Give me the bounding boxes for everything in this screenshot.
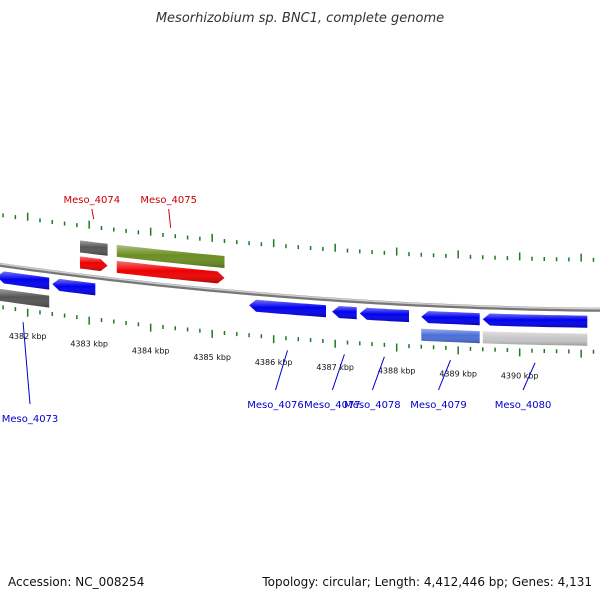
- gene-leader-line: [522, 362, 536, 391]
- position-tick-label: 4389 kbp: [439, 369, 477, 378]
- position-tick-label: 4385 kbp: [193, 353, 231, 362]
- gene-leader-line: [275, 350, 288, 391]
- gene-arrow-shading: [52, 278, 96, 296]
- gene-label: Meso_4073: [2, 414, 59, 425]
- feature-bar-shading: [482, 331, 588, 346]
- position-labels: 4382 kbp 4383 kbp 4384 kbp 4385 kbp 4386 kbp…: [9, 332, 539, 381]
- gene-label: Meso_4077: [304, 400, 361, 411]
- feature-bar-shading: [80, 240, 108, 256]
- gene-leader-line: [91, 208, 95, 220]
- position-tick-label: 4384 kbp: [132, 347, 170, 356]
- accession-text: Accession: NC_008254: [8, 575, 144, 589]
- feature-bar-shading: [421, 328, 480, 344]
- position-tick-label: 4382 kbp: [9, 332, 47, 341]
- feature-bar-shading: [116, 244, 225, 268]
- gene-arrow-shading: [116, 260, 225, 284]
- gene-label: Meso_4076: [247, 400, 304, 411]
- feature-bar-shading: [0, 288, 50, 308]
- outer-tick-ring: [2, 212, 595, 262]
- gene-arrow-shading: [482, 313, 588, 328]
- gene-arrow-shading: [421, 311, 480, 326]
- gene-leader-line: [438, 359, 451, 391]
- inner-tick-ring: [2, 305, 595, 358]
- position-tick-label: 4388 kbp: [378, 366, 416, 375]
- gene-label: Meso_4079: [410, 400, 467, 411]
- position-tick-label: 4386 kbp: [255, 358, 293, 367]
- gene-track: [0, 256, 588, 328]
- backbone-highlight: [0, 263, 600, 310]
- gene-label: Meso_4074: [64, 195, 121, 206]
- gene-arrow-shading: [0, 271, 50, 290]
- backbone-line: [0, 262, 600, 312]
- gene-arrow-shading: [332, 306, 357, 320]
- feature-track: [0, 240, 588, 346]
- position-tick-label: 4387 kbp: [316, 363, 354, 372]
- genome-backbone: [0, 262, 600, 312]
- gene-arrow-shading: [79, 256, 108, 271]
- gene-arrow-shading: [359, 307, 409, 323]
- gene-leader-line: [168, 208, 172, 228]
- gene-leader-line: [22, 322, 31, 405]
- gene-leader-line: [331, 354, 345, 391]
- gene-label: Meso_4075: [140, 195, 197, 206]
- gene-label: Meso_4078: [344, 400, 401, 411]
- map-title: Mesorhizobium sp. BNC1, complete genome: [156, 11, 444, 26]
- gene-leader-line: [371, 356, 385, 391]
- gene-label: Meso_4080: [495, 400, 552, 411]
- position-tick-label: 4383 kbp: [70, 340, 108, 349]
- genome-summary-text: Topology: circular; Length: 4,412,446 bp…: [261, 575, 592, 589]
- position-tick-label: 4390 kbp: [501, 371, 539, 380]
- gene-arrow-shading: [249, 299, 326, 318]
